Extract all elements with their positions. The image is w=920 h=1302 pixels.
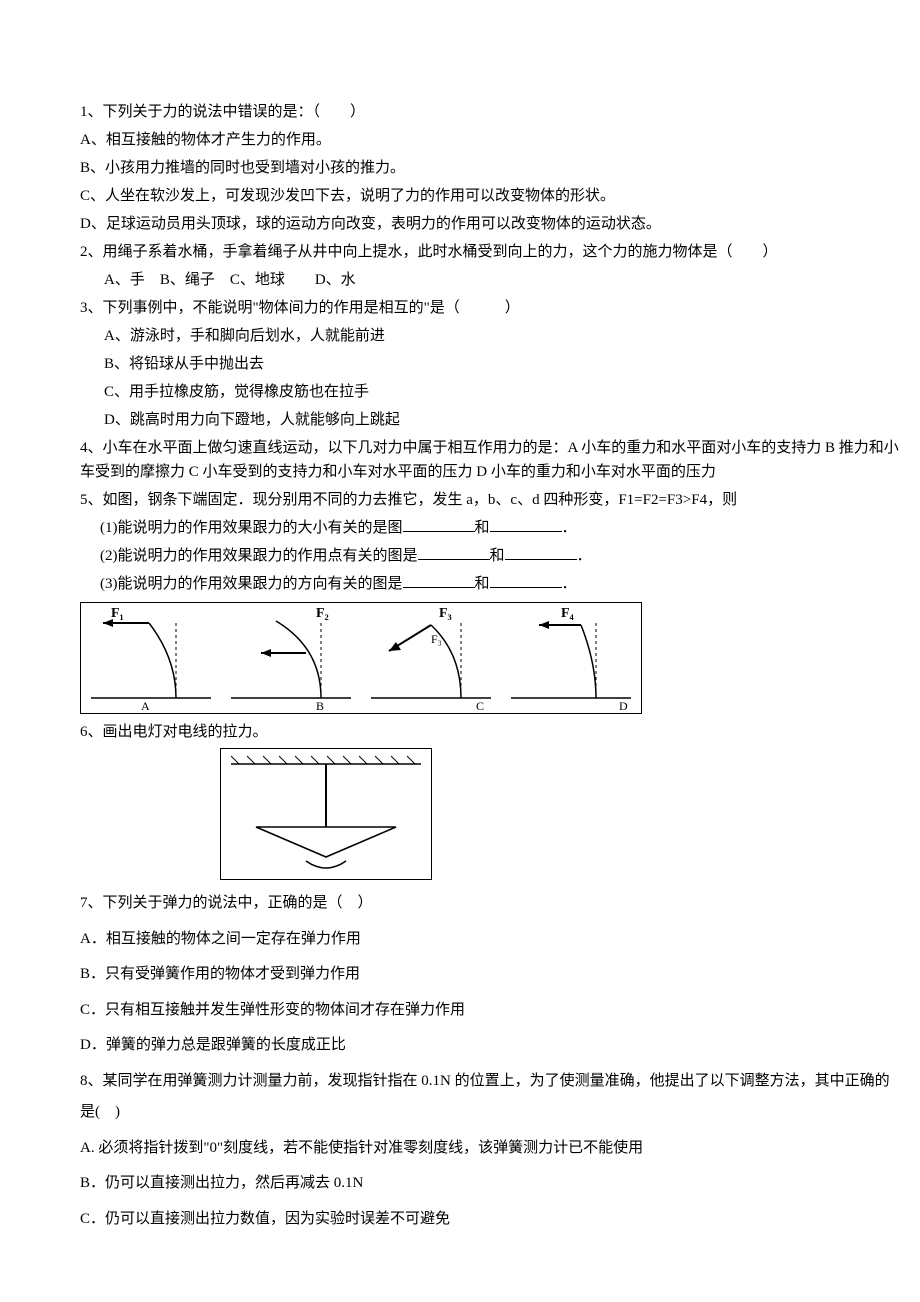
- q7-optB: B．只有受弹簧作用的物体才受到弹力作用: [80, 959, 900, 991]
- q5-figure: F₁ A F₂ B F₃ F₃ C: [80, 602, 900, 714]
- q7-optD: D．弹簧的弹力总是跟弹簧的长度成正比: [80, 1030, 900, 1062]
- q3-optD: D、跳高时用力向下蹬地，人就能够向上跳起: [80, 408, 900, 432]
- label-F3: F₃: [439, 606, 452, 621]
- q7-stem: 7、下列关于弹力的说法中，正确的是（ ）: [80, 888, 900, 920]
- q6-figure: [220, 748, 900, 880]
- q3-optC: C、用手拉橡皮筋，觉得橡皮筋也在拉手: [80, 380, 900, 404]
- q1-optB: B、小孩用力推墙的同时也受到墙对小孩的推力。: [80, 156, 900, 180]
- q3-stem: 3、下列事例中，不能说明"物体间力的作用是相互的"是（ ）: [80, 296, 900, 320]
- q3-optB: B、将铅球从手中抛出去: [80, 352, 900, 376]
- q4-text: 4、小车在水平面上做匀速直线运动，以下几对力中属于相互作用力的是：A 小车的重力…: [80, 436, 900, 484]
- blank: [418, 544, 490, 560]
- q5-l1b: 和: [475, 520, 490, 536]
- q5-line2: (2)能说明力的作用效果跟力的作用点有关的图是 和 ．: [80, 544, 900, 568]
- label-D: D: [619, 699, 628, 713]
- label-A: A: [141, 699, 150, 713]
- q5-line1: (1)能说明力的作用效果跟力的大小有关的是图 和 ．: [80, 516, 900, 540]
- q5-l3b: 和: [475, 576, 490, 592]
- blank: [403, 516, 475, 532]
- q5-stem: 5、如图，钢条下端固定．现分别用不同的力去推它，发生 a，b、c、d 四种形变，…: [80, 488, 900, 512]
- label-F2: F₂: [316, 606, 329, 621]
- blank: [403, 572, 475, 588]
- label-B: B: [316, 699, 324, 713]
- q2-stem: 2、用绳子系着水桶，手拿着绳子从井中向上提水，此时水桶受到向上的力，这个力的施力…: [80, 240, 900, 264]
- q5-l1a: (1)能说明力的作用效果跟力的大小有关的是图: [100, 520, 403, 536]
- q3-optA: A、游泳时，手和脚向后划水，人就能前进: [80, 324, 900, 348]
- q7-optA: A．相互接触的物体之间一定存在弹力作用: [80, 924, 900, 956]
- q1-optC: C、人坐在软沙发上，可发现沙发凹下去，说明了力的作用可以改变物体的形状。: [80, 184, 900, 208]
- q5-l3c: ．: [562, 576, 577, 592]
- q7-optC: C．只有相互接触并发生弹性形变的物体间才存在弹力作用: [80, 995, 900, 1027]
- q5-l3a: (3)能说明力的作用效果跟力的方向有关的图是: [100, 576, 403, 592]
- document-page: 1、下列关于力的说法中错误的是：（ ） A、相互接触的物体才产生力的作用。 B、…: [0, 0, 920, 1289]
- label-F1: F₁: [111, 606, 124, 621]
- blank: [490, 572, 562, 588]
- steel-strip-diagram: F₁ A F₂ B F₃ F₃ C: [80, 602, 642, 714]
- q8-optA: A. 必须将指针拨到"0"刻度线，若不能使指针对准零刻度线，该弹簧测力计已不能使…: [80, 1133, 900, 1165]
- q1-stem: 1、下列关于力的说法中错误的是：（ ）: [80, 100, 900, 124]
- label-F3s: F₃: [431, 632, 442, 646]
- label-F4: F₄: [561, 606, 575, 621]
- q5-l2c: ．: [577, 548, 592, 564]
- q8-stem: 8、某同学在用弹簧测力计测量力前，发现指针指在 0.1N 的位置上，为了使测量准…: [80, 1066, 900, 1129]
- q8-optB: B．仍可以直接测出拉力，然后再减去 0.1N: [80, 1168, 900, 1200]
- q6-stem: 6、画出电灯对电线的拉力。: [80, 720, 900, 744]
- lamp-diagram: [220, 748, 432, 880]
- q5-l1c: ．: [562, 520, 577, 536]
- q8-optC: C．仍可以直接测出拉力数值，因为实验时误差不可避免: [80, 1204, 900, 1236]
- blank: [490, 516, 562, 532]
- q1-optA: A、相互接触的物体才产生力的作用。: [80, 128, 900, 152]
- blank: [505, 544, 577, 560]
- q5-l2b: 和: [490, 548, 505, 564]
- q1-optD: D、足球运动员用头顶球，球的运动方向改变，表明力的作用可以改变物体的运动状态。: [80, 212, 900, 236]
- q5-l2a: (2)能说明力的作用效果跟力的作用点有关的图是: [100, 548, 418, 564]
- label-C: C: [476, 699, 484, 713]
- q5-line3: (3)能说明力的作用效果跟力的方向有关的图是 和 ．: [80, 572, 900, 596]
- q2-opts: A、手 B、绳子 C、地球 D、水: [80, 268, 900, 292]
- q7-block: 7、下列关于弹力的说法中，正确的是（ ） A．相互接触的物体之间一定存在弹力作用…: [80, 888, 900, 1235]
